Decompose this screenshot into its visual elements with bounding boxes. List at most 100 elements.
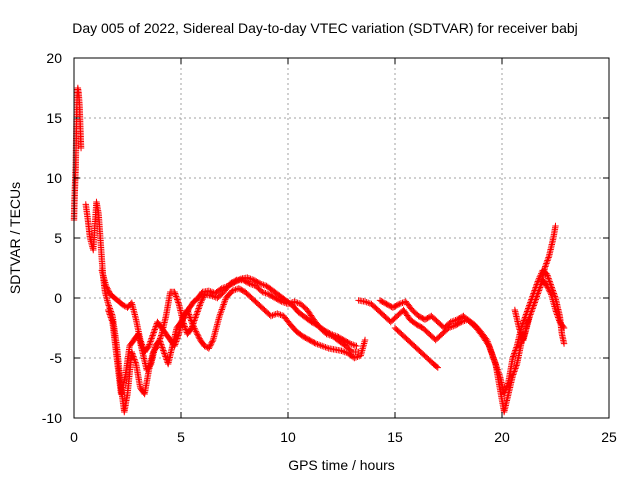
- trace-e-point: [394, 301, 402, 308]
- late-spike-point: [535, 288, 542, 296]
- trace-f-point: [434, 364, 441, 371]
- initial-spike-point: [77, 144, 85, 152]
- trace-c-point: [256, 280, 264, 287]
- trace-c-point: [157, 339, 164, 347]
- trace-c-point: [182, 312, 189, 320]
- trace-c-point: [184, 308, 191, 315]
- late-spike-point: [516, 327, 524, 335]
- trace-e-point: [545, 285, 552, 292]
- trace-b-point: [323, 344, 331, 351]
- trace-c-point: [327, 330, 334, 338]
- trace-c-point: [223, 283, 230, 290]
- trace-c-point: [346, 340, 354, 347]
- trace-b-point: [192, 328, 200, 335]
- trace-c-point: [260, 281, 267, 288]
- trace-b-point: [269, 312, 276, 319]
- trace-e-point: [554, 312, 561, 320]
- trace-b-point: [209, 338, 216, 345]
- trace-b-point: [317, 342, 324, 349]
- late-spike-point: [542, 263, 549, 270]
- late-spike-point: [528, 308, 535, 315]
- trace-c-point: [351, 342, 359, 349]
- trace-b-point: [189, 322, 197, 329]
- trace-a-point: [175, 299, 182, 306]
- trace-c-point: [220, 284, 227, 291]
- late-spike-point: [536, 284, 544, 291]
- trace-c-point: [258, 281, 265, 288]
- trace-a-point: [194, 306, 202, 314]
- trace-a-point: [249, 281, 256, 288]
- trace-b-point: [351, 354, 358, 362]
- late-spike-point: [536, 285, 543, 293]
- trace-e-point: [543, 282, 551, 290]
- trace-e-point: [552, 308, 560, 315]
- late-spike-point: [531, 299, 538, 306]
- trace-c-point: [108, 315, 115, 323]
- trace-a-point: [291, 298, 298, 305]
- trace-e-point: [397, 300, 405, 307]
- trace-a-point: [158, 332, 165, 339]
- trace-b-point: [338, 347, 345, 354]
- trace-e-point: [511, 366, 519, 374]
- late-spike-point: [530, 302, 537, 309]
- trace-a-point: [171, 288, 178, 296]
- trace-c-point: [107, 312, 114, 320]
- trace-a-point: [174, 296, 181, 303]
- trace-a-point: [246, 280, 253, 287]
- x-tick-label: 15: [387, 429, 403, 445]
- late-spike-point: [533, 294, 540, 302]
- trace-c-point: [161, 351, 169, 359]
- trace-a-point: [173, 294, 180, 302]
- late-spike-point: [544, 257, 551, 264]
- trace-a-point: [207, 292, 215, 299]
- trace-e-point: [552, 306, 559, 314]
- trace-c-point: [156, 336, 163, 344]
- trace-a-point: [181, 323, 188, 330]
- y-tick-label: 0: [54, 290, 62, 306]
- trace-a-point: [262, 290, 269, 297]
- trace-e-point: [485, 341, 492, 348]
- trace-c-point: [255, 279, 263, 287]
- trace-c-point: [159, 345, 167, 353]
- trace-c-point: [184, 307, 192, 314]
- trace-b-point: [188, 318, 195, 326]
- y-tick-label: 15: [46, 110, 62, 126]
- trace-c-point: [350, 341, 357, 348]
- trace-a-point: [244, 279, 252, 287]
- trace-d-point: [560, 340, 568, 347]
- trace-e-point: [560, 324, 568, 332]
- trace-c-point: [217, 286, 224, 293]
- trace-b-point: [275, 311, 283, 318]
- trace-c-point: [182, 311, 190, 318]
- trace-a-point: [194, 308, 201, 315]
- trace-c-point: [106, 311, 114, 318]
- trace-b-point: [187, 315, 194, 323]
- x-tick-label: 10: [280, 429, 296, 445]
- x-tick-label: 20: [494, 429, 510, 445]
- trace-b-point: [194, 332, 202, 339]
- trace-b-point: [103, 284, 111, 291]
- axis-ticks: [73, 57, 610, 419]
- trace-e-point: [546, 288, 553, 295]
- trace-a-point: [260, 289, 268, 296]
- trace-a-point: [106, 305, 114, 312]
- trace-d-point: [543, 270, 551, 278]
- trace-e-point: [510, 369, 517, 377]
- late-spike-point: [528, 306, 536, 314]
- trace-b-point: [120, 302, 127, 309]
- late-spike-point: [542, 261, 550, 269]
- trace-c-point: [207, 288, 214, 295]
- late-spike-point: [543, 260, 550, 267]
- trace-b-point: [207, 342, 214, 349]
- trace-b-point: [319, 342, 326, 350]
- trace-b-point: [277, 311, 284, 318]
- x-axis-label: GPS time / hours: [288, 457, 395, 473]
- trace-b-point: [229, 287, 236, 294]
- trace-b-point: [152, 324, 159, 332]
- trace-a-point: [193, 309, 201, 317]
- trace-b-point: [189, 320, 196, 327]
- trace-b-point: [195, 334, 203, 341]
- trace-c-point: [329, 331, 336, 338]
- late-spike-point: [534, 291, 541, 299]
